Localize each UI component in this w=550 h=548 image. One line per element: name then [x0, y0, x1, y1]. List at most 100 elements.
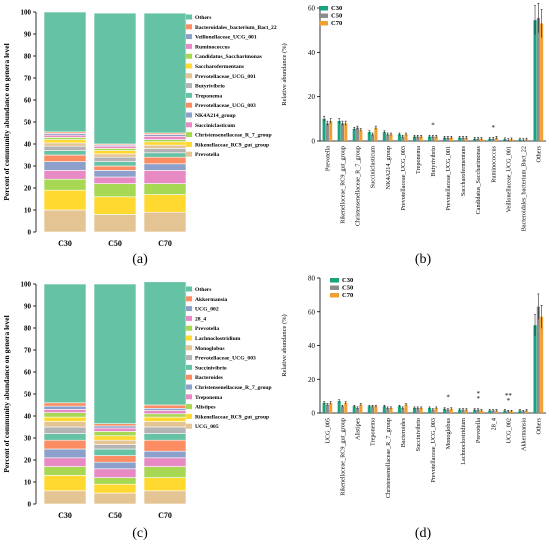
- bar: [443, 137, 447, 141]
- y-axis-label: Relative abundance (%): [281, 43, 288, 105]
- y-tick-label: 70: [24, 75, 32, 83]
- y-tick-label: 0: [312, 410, 316, 418]
- legend-label: Succinivibrio: [195, 365, 227, 371]
- stack-segment: [93, 176, 137, 184]
- stack-segment: [43, 161, 87, 171]
- x-tick-label: Lachnoclostridium: [460, 418, 467, 465]
- stack-segment: [43, 402, 87, 407]
- stack-segment: [93, 196, 137, 215]
- stack-segment: [93, 145, 137, 149]
- significance-mark: *: [492, 124, 496, 132]
- bar: [473, 409, 477, 413]
- y-tick-label: 90: [24, 303, 32, 311]
- bar: [374, 127, 378, 141]
- stack-segment: [143, 457, 187, 467]
- chart-d-grouped-bars: Relative abundance (%) 0 20 40 60 80 UCG_005 Ri…: [281, 275, 546, 498]
- y-tick-label: 30: [24, 163, 32, 171]
- legend-label: Rikenellaceae_RC9_gut_group: [195, 142, 269, 148]
- x-tick-label: Prevotellaceae_UCG_003: [430, 418, 437, 483]
- y-tick-label: 80: [24, 53, 32, 61]
- bar: [352, 406, 356, 413]
- legend-swatch: [186, 102, 192, 108]
- legend-label: Akkermansia: [195, 297, 228, 303]
- x-tick-label: NK4A214_group: [385, 146, 392, 189]
- stack-segment: [143, 144, 187, 149]
- y-tick-label: 60: [308, 308, 316, 316]
- stack-segment: [93, 148, 137, 151]
- bar: [329, 402, 333, 413]
- bar: [382, 132, 386, 141]
- legend-swatch: [330, 278, 339, 283]
- legend-swatch: [186, 413, 192, 419]
- panel-label-a: (a): [132, 252, 148, 267]
- legend-label: Prevotellaceae_UCG_001: [195, 74, 256, 80]
- legend-label: Bacteroides: [195, 375, 224, 381]
- bar: [401, 136, 405, 141]
- significance-mark: *: [507, 397, 511, 405]
- bar: [389, 407, 393, 413]
- stack-segment: [93, 156, 137, 162]
- y-tick-label: 60: [24, 369, 32, 377]
- stack-segment: [93, 153, 137, 158]
- stack-segment: [43, 475, 87, 492]
- panel-label-c: (c): [132, 526, 148, 541]
- stack-segment: [143, 450, 187, 459]
- x-tick-label: UCG_002: [505, 418, 512, 443]
- bar: [329, 121, 333, 141]
- bar: [371, 134, 375, 141]
- x-tick-label: C50: [108, 511, 122, 520]
- bar: [389, 134, 393, 141]
- bar: [359, 129, 363, 141]
- bar: [443, 408, 447, 413]
- stack-segment: [143, 163, 187, 171]
- legend-label: Rikenellaceae_RC9_gut_group: [195, 414, 269, 420]
- bar: [494, 137, 498, 141]
- stack-segment: [93, 492, 137, 505]
- stack-segment: [43, 137, 87, 140]
- stack-segment: [43, 416, 87, 422]
- bar: [446, 137, 450, 141]
- y-tick-label: 80: [308, 275, 316, 283]
- bar: [533, 20, 537, 141]
- bar: [386, 407, 390, 413]
- stack-segment: [143, 410, 187, 415]
- legend-label: Treponema: [195, 93, 222, 99]
- bar: [525, 410, 529, 413]
- legend-swatch: [186, 384, 192, 390]
- stack-segment: [143, 404, 187, 409]
- stack-segment: [43, 412, 87, 418]
- panel-label-d: (d): [415, 526, 432, 541]
- legend-label: Treponema: [195, 395, 222, 401]
- stack-segment: [143, 156, 187, 165]
- bar: [401, 407, 405, 413]
- bar: [325, 123, 329, 141]
- legend-swatch: [186, 355, 192, 361]
- stack-segment: [143, 170, 187, 184]
- stack-segment: [43, 150, 87, 156]
- stack-segment: [93, 170, 137, 178]
- bar: [337, 401, 341, 413]
- bar: [356, 407, 360, 413]
- significance-mark: *: [476, 395, 480, 403]
- x-tick-label: Ruminococcus: [490, 145, 497, 182]
- y-tick-label: 80: [24, 325, 32, 333]
- stack-segment: [43, 189, 87, 211]
- stack-segment: [43, 466, 87, 476]
- legend-swatch: [186, 43, 192, 49]
- stack-segment: [93, 165, 137, 171]
- x-tick-label: C30: [58, 511, 72, 520]
- legend-swatch: [330, 293, 339, 298]
- x-tick-label: Bacteroidales_bacterium_Bact_22: [520, 146, 527, 231]
- y-tick-label: 0: [28, 229, 32, 237]
- stack-segment: [93, 283, 137, 424]
- x-tick-label: Veillonellaceae_UCG_001: [505, 146, 512, 212]
- bar: [449, 408, 453, 413]
- stack-segment: [93, 427, 137, 432]
- stack-segment: [43, 433, 87, 441]
- bar: [446, 409, 450, 413]
- stack-segment: [143, 416, 187, 422]
- y-tick-label: 10: [24, 479, 32, 487]
- x-tick-label: 28_4: [490, 418, 497, 430]
- bar: [464, 409, 468, 413]
- stack-segment: [43, 11, 87, 133]
